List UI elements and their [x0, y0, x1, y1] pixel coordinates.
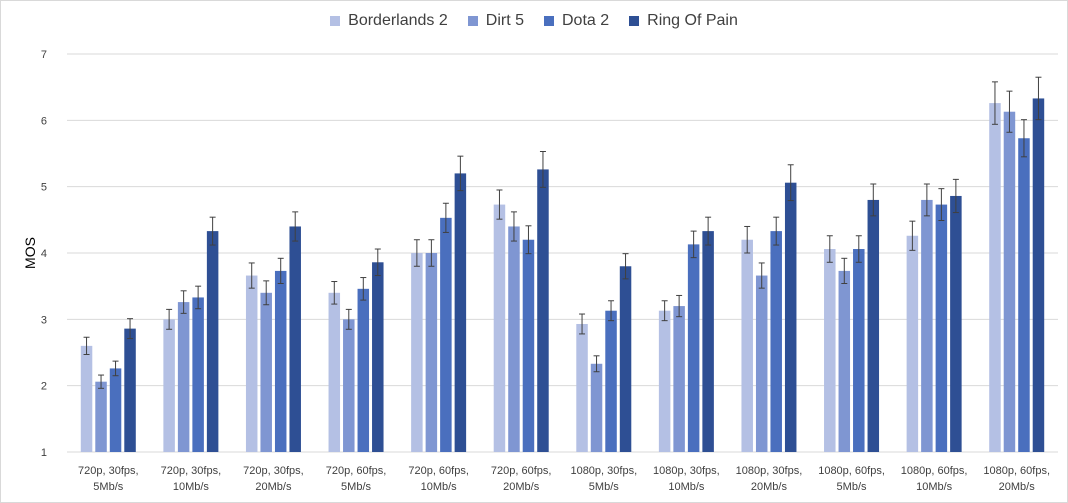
- legend-item-dota-2: Dota 2: [544, 12, 609, 30]
- bar: [755, 275, 768, 452]
- bar: [770, 231, 782, 452]
- legend-item-ring-of-pain: Ring Of Pain: [629, 12, 738, 30]
- x-tick-label: 1080p, 60fps,: [818, 465, 885, 477]
- bar: [784, 182, 797, 453]
- bar: [824, 249, 836, 452]
- x-tick-label: 1080p, 30fps,: [653, 465, 720, 477]
- y-tick-label: 1: [41, 447, 47, 459]
- bar: [357, 288, 370, 452]
- legend: Borderlands 2 Dirt 5 Dota 2 Ring Of Pain: [0, 12, 1068, 30]
- legend-label-ring-of-pain: Ring Of Pain: [647, 12, 738, 29]
- y-tick-label: 6: [41, 115, 47, 127]
- bar: [853, 249, 865, 452]
- bar: [343, 319, 355, 452]
- legend-swatch-dota-2: [544, 16, 554, 26]
- bar: [605, 310, 617, 452]
- x-tick-label: 20Mb/s: [751, 481, 788, 493]
- x-tick-label: 720p, 30fps,: [161, 465, 222, 477]
- bar: [124, 328, 136, 452]
- bar: [192, 297, 204, 452]
- x-tick-label: 10Mb/s: [173, 481, 210, 493]
- bar: [440, 217, 452, 452]
- x-tick-label: 1080p, 30fps,: [736, 465, 803, 477]
- bar: [673, 306, 685, 452]
- x-tick-label: 5Mb/s: [589, 481, 619, 493]
- bar: [328, 292, 341, 452]
- y-tick-label: 7: [41, 49, 47, 61]
- x-tick-label: 1080p, 60fps,: [983, 465, 1050, 477]
- y-tick-label: 5: [41, 182, 47, 194]
- bar: [454, 173, 467, 452]
- legend-label-borderlands-2: Borderlands 2: [348, 12, 448, 29]
- bar: [80, 345, 93, 452]
- y-tick-label: 2: [41, 381, 47, 393]
- bar: [1032, 98, 1045, 453]
- y-tick-label: 4: [41, 248, 47, 260]
- x-tick-label: 1080p, 30fps,: [570, 465, 637, 477]
- bar: [838, 270, 851, 452]
- x-tick-label: 1080p, 60fps,: [901, 465, 968, 477]
- bar: [687, 244, 700, 452]
- bar: [177, 302, 190, 452]
- bar: [906, 235, 919, 452]
- bar: [493, 204, 506, 452]
- bar: [245, 275, 258, 452]
- bar: [95, 381, 107, 452]
- bar: [274, 270, 287, 452]
- x-tick-label: 20Mb/s: [503, 481, 540, 493]
- bar: [950, 195, 962, 452]
- x-tick-label: 20Mb/s: [255, 481, 292, 493]
- x-tick-label: 720p, 60fps,: [326, 465, 387, 477]
- bar: [867, 199, 880, 452]
- bar: [619, 266, 632, 452]
- x-tick-label: 10Mb/s: [916, 481, 953, 493]
- x-tick-label: 5Mb/s: [341, 481, 371, 493]
- x-tick-label: 720p, 60fps,: [408, 465, 469, 477]
- legend-swatch-dirt-5: [467, 16, 478, 26]
- bar: [1003, 111, 1016, 453]
- x-tick-label: 10Mb/s: [668, 481, 705, 493]
- legend-swatch-ring-of-pain: [629, 16, 640, 26]
- bar: [372, 262, 384, 452]
- bar: [411, 253, 423, 452]
- x-tick-label: 720p, 60fps,: [491, 465, 552, 477]
- x-tick-label: 20Mb/s: [999, 481, 1036, 493]
- legend-item-borderlands-2: Borderlands 2: [330, 12, 448, 30]
- x-tick-label: 720p, 30fps,: [78, 465, 139, 477]
- bar: [163, 319, 175, 452]
- bar: [109, 368, 122, 452]
- legend-swatch-borderlands-2: [330, 16, 341, 26]
- x-tick-label: 5Mb/s: [837, 481, 867, 493]
- y-tick-label: 3: [41, 314, 47, 326]
- bar: [260, 292, 272, 452]
- legend-item-dirt-5: Dirt 5: [467, 12, 524, 30]
- bar: [522, 239, 535, 452]
- bar: [537, 169, 549, 453]
- bar: [590, 363, 603, 452]
- y-axis-title: MOS: [22, 237, 38, 269]
- bar: [921, 199, 933, 452]
- legend-label-dota-2: Dota 2: [562, 12, 610, 29]
- bar: [935, 204, 948, 452]
- bar: [206, 231, 219, 452]
- bar: [741, 239, 753, 452]
- bar: [425, 253, 438, 452]
- x-tick-label: 720p, 30fps,: [243, 465, 304, 477]
- bar: [1018, 138, 1030, 452]
- legend-label-dirt-5: Dirt 5: [485, 12, 524, 29]
- bar: [289, 226, 301, 452]
- bar: [508, 226, 520, 452]
- bar: [658, 310, 671, 452]
- x-tick-label: 5Mb/s: [93, 481, 123, 493]
- bar: [702, 231, 714, 452]
- bar: [576, 323, 588, 452]
- bar: [989, 103, 1001, 452]
- x-tick-label: 10Mb/s: [421, 481, 458, 493]
